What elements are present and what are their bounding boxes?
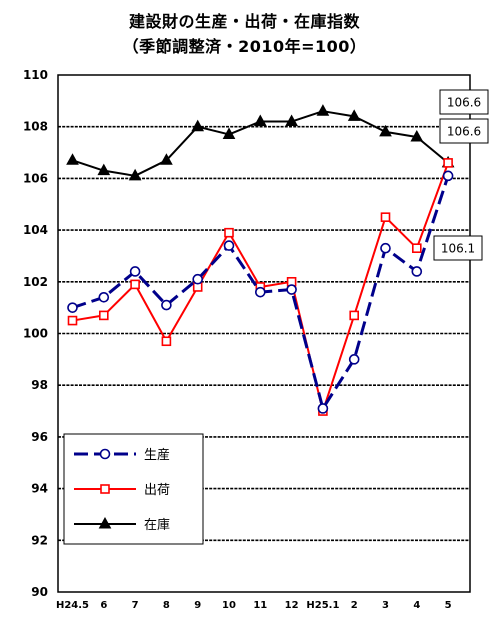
x-tick-label: H24.5 xyxy=(56,600,89,611)
data-point-triangle xyxy=(253,114,267,127)
data-point-circle xyxy=(411,266,423,277)
y-tick-label: 104 xyxy=(23,223,48,237)
x-tick-label: 11 xyxy=(253,600,267,611)
x-tick-label: 5 xyxy=(445,600,452,611)
data-point-circle xyxy=(442,170,454,182)
data-point-triangle xyxy=(379,124,392,137)
data-point-triangle xyxy=(128,168,142,181)
data-point-circle xyxy=(98,292,110,303)
x-tick-label: 4 xyxy=(413,600,420,611)
x-tick-label: 6 xyxy=(100,600,107,611)
data-point-square xyxy=(411,243,422,253)
data-point-square xyxy=(130,279,140,290)
y-tick-label: 92 xyxy=(31,533,48,547)
legend-marker-circle xyxy=(99,448,111,460)
data-point-triangle xyxy=(285,114,298,127)
y-tick-label: 100 xyxy=(23,327,48,341)
x-tick-label: 2 xyxy=(351,600,358,611)
data-point-circle xyxy=(348,354,360,365)
y-tick-label: 96 xyxy=(31,430,48,444)
callout-box xyxy=(439,118,489,144)
data-point-circle xyxy=(192,273,203,285)
data-point-square xyxy=(67,315,78,326)
x-tick-label: 8 xyxy=(163,600,170,611)
data-point-triangle xyxy=(410,130,424,142)
legend-label: 生産 xyxy=(144,447,170,463)
callout-label: 106.1 xyxy=(441,242,475,256)
data-point-triangle xyxy=(97,163,111,176)
callout-label: 106.6 xyxy=(447,96,481,110)
y-tick-label: 108 xyxy=(23,120,48,134)
data-point-triangle xyxy=(222,127,236,139)
data-point-circle xyxy=(67,302,78,313)
data-point-square xyxy=(443,158,453,168)
data-point-triangle xyxy=(191,119,205,132)
y-tick-label: 94 xyxy=(31,482,48,496)
data-point-square xyxy=(224,227,234,238)
y-tick-label: 98 xyxy=(31,378,48,392)
x-tick-label: 12 xyxy=(285,600,299,611)
legend-label: 在庫 xyxy=(144,518,170,533)
data-point-square xyxy=(380,212,391,222)
data-point-triangle xyxy=(316,104,330,116)
x-tick-label: 10 xyxy=(222,600,236,611)
x-tick-label: H25.1 xyxy=(306,600,339,611)
chart-subtitle: （季節調整済・2010年=100） xyxy=(122,37,367,56)
chart-title: 建設財の生産・出荷・在庫指数 xyxy=(128,12,360,31)
x-tick-label: 3 xyxy=(382,600,389,611)
data-point-triangle xyxy=(160,153,173,165)
legend-label: 出荷 xyxy=(144,483,170,498)
callout-box xyxy=(439,89,489,115)
data-point-square xyxy=(161,336,172,347)
callout-box xyxy=(433,235,483,261)
data-point-square xyxy=(349,310,360,321)
data-point-circle xyxy=(254,286,266,298)
y-tick-label: 106 xyxy=(23,171,48,185)
x-tick-label: 7 xyxy=(132,600,139,611)
data-point-circle xyxy=(161,299,172,311)
data-point-circle xyxy=(286,284,297,295)
data-point-triangle xyxy=(66,153,79,165)
legend-marker-square xyxy=(100,484,110,494)
x-tick-label: 9 xyxy=(194,600,201,611)
data-point-circle xyxy=(223,240,235,251)
data-point-circle xyxy=(317,403,329,414)
legend-marker-triangle xyxy=(98,516,112,529)
data-point-circle xyxy=(129,266,141,277)
data-point-triangle xyxy=(347,109,361,121)
data-point-circle xyxy=(380,242,391,254)
callout-label: 106.6 xyxy=(447,125,481,139)
y-tick-label: 102 xyxy=(23,275,48,289)
data-point-square xyxy=(99,310,109,321)
y-tick-label: 90 xyxy=(31,585,48,599)
y-tick-label: 110 xyxy=(23,68,48,82)
